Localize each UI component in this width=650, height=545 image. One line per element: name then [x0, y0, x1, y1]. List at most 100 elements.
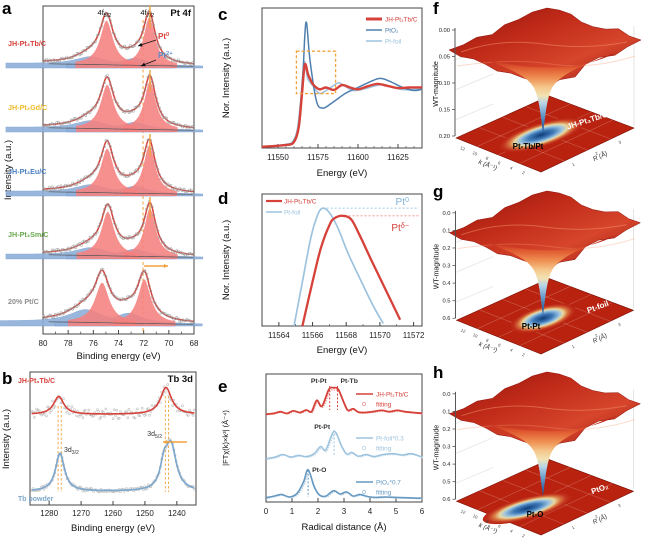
metal-component: [76, 84, 139, 132]
svg-text:1: 1: [571, 524, 576, 530]
z-tick: 0.2: [442, 427, 450, 433]
floor-intensity-blob: [482, 492, 572, 525]
legend-item: JH-Pt₃Tb/C: [284, 199, 317, 206]
panel-title: Pt 4f: [170, 8, 191, 19]
x-tick: 11550: [267, 153, 289, 162]
legend-fitting: fitting: [376, 490, 392, 497]
axes-frame: [261, 193, 423, 327]
bond-label: Pt-Pt: [314, 424, 331, 431]
svg-text:10: 10: [472, 513, 479, 520]
panel-letter-f: f: [433, 0, 439, 18]
exafs-ft-chart: 0 1 2 3 4 5 6 Radical distance (Å) |FTχ(k)×k³| (…: [221, 373, 425, 533]
svg-text:12: 12: [460, 327, 467, 334]
raw-data-points: [42, 73, 194, 130]
svg-text:8: 8: [485, 155, 490, 161]
metal-component: [121, 17, 177, 69]
x-tick: 70: [164, 339, 173, 348]
bond-well-label: Pt-O: [527, 510, 544, 519]
x-tick: 11568: [335, 331, 357, 340]
x-tick: 1280: [40, 509, 58, 518]
panel-letter-h: h: [433, 363, 444, 382]
wavelet-surface-jhpt3tbc: 0.000.050.100.150.20WT-magnitude12108642…: [433, 7, 642, 176]
bond-well-label: Pt-Pt: [522, 322, 541, 331]
funnel-surface: [475, 52, 617, 133]
svg-text:1: 1: [571, 343, 576, 349]
panel-g: g 0.0 0.1 0.2 0.3 0.4 0.5 0.6 WT-magnitude 12 10 8…: [431, 182, 650, 364]
panel-b: b 1280 1270 1260 1250 1240 Binding energy (eV…: [0, 366, 216, 545]
svg-text:2: 2: [594, 150, 599, 156]
bond-label: Pt-Tb: [341, 378, 358, 385]
x-axis-label: Radical distance (Å): [301, 522, 386, 533]
x-tick: 1: [290, 507, 295, 516]
z-axis-label: WT-magnitude: [434, 244, 441, 289]
series-label: JH-Pt₃Eu/C: [8, 167, 46, 176]
fitting-curve: [266, 471, 424, 500]
y-axis-label: Intensity (a.u.): [3, 140, 14, 200]
series-JH-Pt₃Tb/C: [261, 62, 423, 148]
svg-text:8: 8: [485, 519, 490, 525]
x-tick: 76: [89, 339, 98, 348]
svg-text:6: 6: [497, 160, 502, 166]
z-tick: 0.3: [442, 445, 450, 451]
legend-item: Pt-foil: [385, 39, 401, 46]
svg-text:2: 2: [521, 170, 526, 176]
legend-item: Pt-foil: [284, 210, 300, 217]
k-axis-label: k (Å⁻¹): [477, 157, 498, 172]
svg-text:4: 4: [509, 347, 514, 353]
legend-item: PtO₂*0.7: [376, 480, 401, 487]
svg-text:2: 2: [522, 533, 527, 539]
z-tick: 0.00: [439, 28, 450, 34]
metal-component: [75, 20, 138, 68]
z-tick: 0.4: [442, 462, 451, 468]
legend-fitting: fitting: [376, 402, 392, 409]
x-tick: 5: [394, 507, 399, 516]
panel-letter-e: e: [218, 377, 228, 396]
series-JH-Pt₃Tb/C: [265, 386, 423, 416]
wavelet-surface-ptfoil: 0.00.10.20.30.40.50.6WT-magnitude1210864…: [434, 190, 642, 358]
svg-text:1: 1: [571, 161, 576, 167]
metal-component: [122, 81, 178, 132]
z-axis-label: WT-magnitude: [433, 61, 440, 107]
series-label: JH-Pt₃Tb/C: [8, 39, 46, 48]
z-tick: 0.2: [442, 246, 450, 252]
x-tick: 11572: [403, 331, 425, 340]
svg-text:3: 3: [617, 503, 622, 509]
peak-3d32-label: 3d3/2: [64, 447, 79, 456]
metal-component: [121, 145, 177, 196]
z-tick: 0.0: [442, 392, 450, 398]
raw-data-points: [30, 383, 196, 421]
r-axis-label: R (Å): [591, 512, 608, 527]
z-tick: 0.5: [442, 299, 450, 305]
series-Pt-foil: [261, 60, 423, 148]
svg-text:3: 3: [618, 139, 623, 145]
pt0-label: Pt0: [158, 32, 169, 41]
x-tick: 4: [368, 507, 373, 516]
ptdelta-label: Ptδ−: [391, 221, 409, 234]
bond-well-label: Pt-Tb/Pt: [513, 142, 544, 151]
pt0-label: Pt0: [396, 195, 409, 208]
surface-top-sheet: [448, 7, 642, 89]
panel-letter-b: b: [2, 369, 13, 388]
svg-text:2: 2: [594, 514, 599, 520]
x-axis-label: Energy (eV): [317, 345, 368, 356]
x-axis-label: Binding energy (eV): [77, 351, 161, 362]
xanes-chart: 11550 11575 11600 11625 Energy (eV) Nor. Inte…: [221, 7, 423, 179]
surface-top-sheet: [448, 190, 642, 271]
svg-text:12: 12: [460, 508, 467, 515]
panel-e: e 0 1 2 3 4 5 6 Radical distance (Å) |FTχ(k)×k³|…: [216, 366, 431, 545]
series-label: Tb powder: [18, 496, 54, 503]
svg-text:4: 4: [509, 165, 514, 171]
x-tick: 11575: [307, 153, 329, 162]
xps-pt4f-chart: 80 78 76 74 72 70 68 Binding energy (eV) Intensi…: [0, 5, 203, 362]
svg-text:3: 3: [617, 322, 622, 328]
peak-3d52-label: 3d5/2: [147, 431, 162, 440]
raw-data-points: [42, 200, 194, 257]
raw-data-points: [42, 267, 194, 324]
x-tick: 11570: [369, 331, 391, 340]
svg-text:6: 6: [497, 342, 502, 348]
bond-label: Pt-O: [312, 467, 326, 474]
background-line: [48, 127, 194, 131]
legend-item: Pt-foil*0.3: [376, 436, 404, 443]
x-tick: 6: [420, 507, 425, 516]
background-line: [48, 321, 194, 325]
